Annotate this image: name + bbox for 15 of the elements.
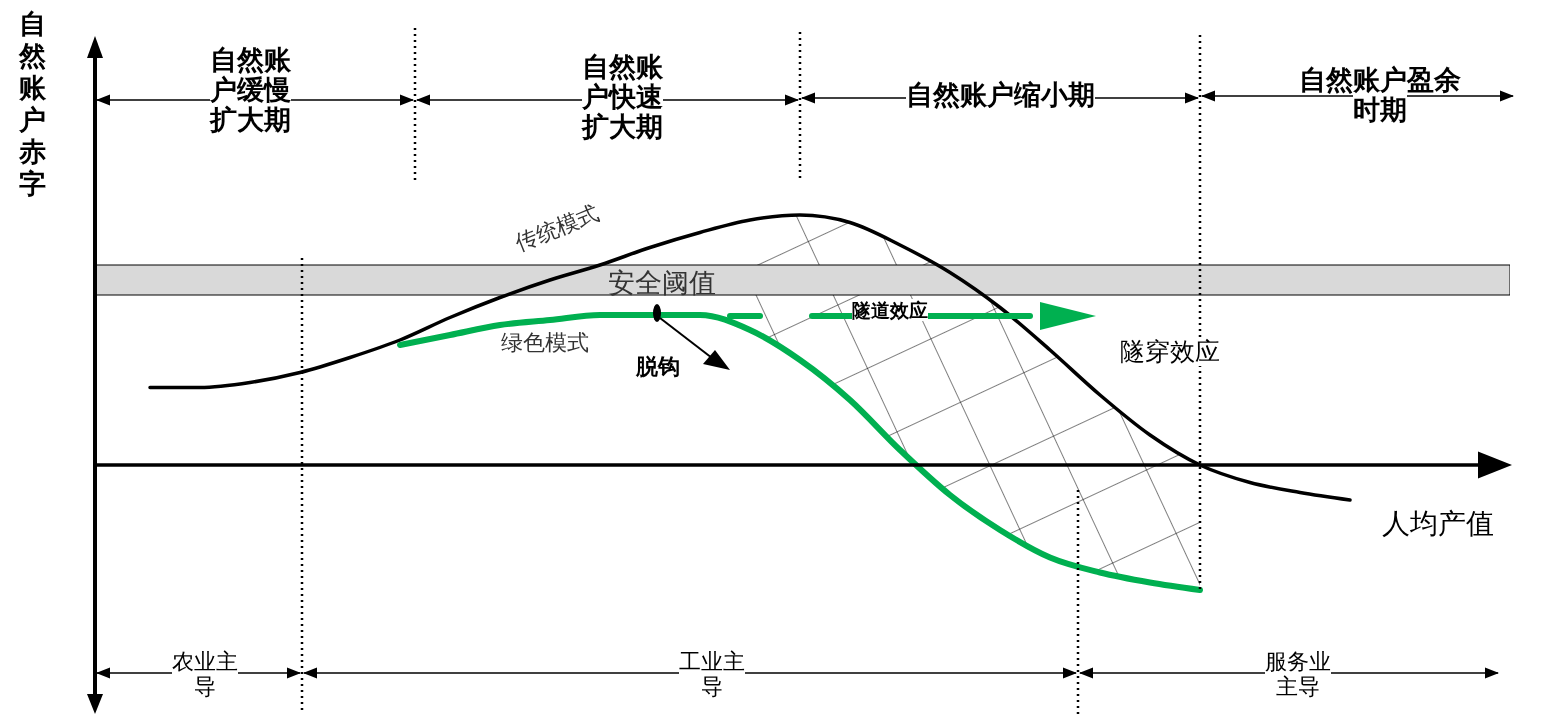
- series-label: 绿色模式: [501, 330, 589, 355]
- text: 工业主导: [679, 649, 745, 699]
- annotation: 隧道效应: [852, 299, 928, 321]
- band-label: 安全阈值: [608, 267, 716, 298]
- text: 自然账户缓慢扩大期: [209, 44, 291, 136]
- annotation: 隧穿效应: [1120, 337, 1220, 366]
- text: 传统模式: [511, 199, 603, 257]
- x-axis-title: 人均产值: [1382, 506, 1494, 542]
- y-axis-title: 自然账户赤字: [17, 8, 47, 200]
- text: 自然账户缩小期: [905, 79, 1095, 110]
- text: 自然账户快速扩大期: [581, 51, 663, 143]
- annotation: 脱钩: [636, 354, 680, 379]
- text: 农业主导: [172, 649, 238, 699]
- text: 自然账户盈余时期: [1299, 64, 1461, 126]
- text: 服务业主导: [1265, 649, 1331, 699]
